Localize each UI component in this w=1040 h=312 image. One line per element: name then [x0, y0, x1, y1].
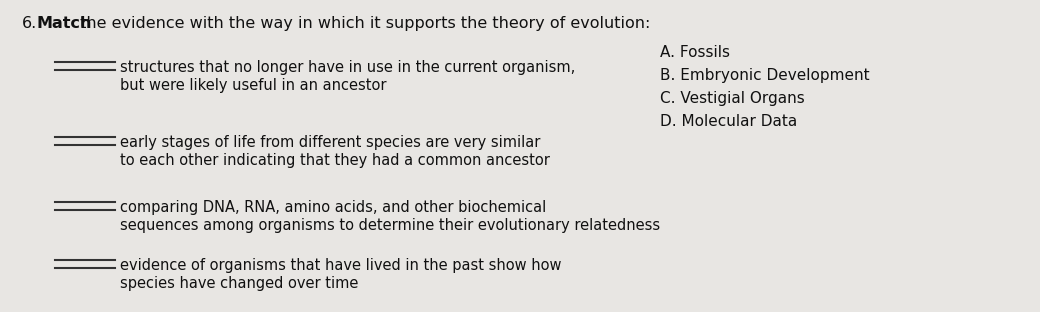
Text: sequences among organisms to determine their evolutionary relatedness: sequences among organisms to determine t…: [120, 218, 660, 233]
Text: 6.: 6.: [22, 16, 37, 31]
Text: Match: Match: [36, 16, 92, 31]
Text: structures that no longer have in use in the current organism,: structures that no longer have in use in…: [120, 60, 575, 75]
Text: evidence of organisms that have lived in the past show how: evidence of organisms that have lived in…: [120, 258, 562, 273]
Text: to each other indicating that they had a common ancestor: to each other indicating that they had a…: [120, 153, 550, 168]
Text: B. Embryonic Development: B. Embryonic Development: [660, 68, 869, 83]
Text: the evidence with the way in which it supports the theory of evolution:: the evidence with the way in which it su…: [75, 16, 650, 31]
Text: D. Molecular Data: D. Molecular Data: [660, 114, 798, 129]
Text: C. Vestigial Organs: C. Vestigial Organs: [660, 91, 805, 106]
Text: species have changed over time: species have changed over time: [120, 276, 359, 291]
Text: early stages of life from different species are very similar: early stages of life from different spec…: [120, 135, 541, 150]
Text: A. Fossils: A. Fossils: [660, 45, 730, 60]
Text: but were likely useful in an ancestor: but were likely useful in an ancestor: [120, 78, 387, 93]
Text: comparing DNA, RNA, amino acids, and other biochemical: comparing DNA, RNA, amino acids, and oth…: [120, 200, 546, 215]
